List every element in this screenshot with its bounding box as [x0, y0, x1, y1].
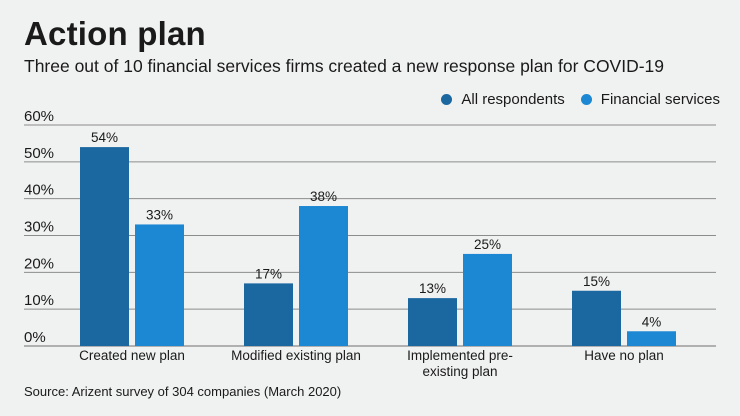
- source-note: Source: Arizent survey of 304 companies …: [24, 384, 342, 399]
- category-label: Implemented pre-: [407, 348, 513, 363]
- y-tick-label: 60%: [24, 108, 54, 125]
- category-label: existing plan: [422, 364, 497, 379]
- data-label: 25%: [474, 237, 501, 252]
- y-tick-label: 20%: [24, 255, 54, 272]
- data-label: 33%: [146, 207, 173, 222]
- bar: [627, 331, 676, 346]
- legend-label-all-respondents: All respondents: [461, 91, 565, 108]
- data-label: 4%: [642, 314, 662, 329]
- y-tick-label: 10%: [24, 292, 54, 309]
- bar: [244, 283, 293, 346]
- bar: [135, 224, 184, 346]
- bar: [463, 253, 512, 346]
- data-label: 54%: [91, 130, 118, 145]
- bar: [572, 290, 621, 346]
- legend-item-financial-services: Financial services: [580, 91, 720, 108]
- data-label: 15%: [583, 274, 610, 289]
- y-tick-label: 40%: [24, 182, 54, 199]
- legend: All respondents Financial services: [425, 91, 720, 108]
- category-label: Have no plan: [584, 348, 664, 363]
- legend-marker-financial-services: [580, 94, 592, 105]
- legend-item-all-respondents: All respondents: [441, 91, 565, 108]
- bar: [408, 298, 457, 346]
- bar: [299, 206, 348, 346]
- chart-subtitle: Three out of 10 financial services firms…: [24, 56, 665, 76]
- data-label: 17%: [255, 266, 282, 281]
- category-label: Modified existing plan: [231, 348, 361, 363]
- legend-marker-all-respondents: [441, 94, 453, 105]
- data-label: 38%: [310, 189, 337, 204]
- data-label: 13%: [419, 281, 446, 296]
- legend-label-financial-services: Financial services: [600, 91, 720, 108]
- bar: [80, 147, 129, 346]
- y-tick-label: 50%: [24, 145, 54, 162]
- y-tick-label: 30%: [24, 219, 54, 236]
- chart-title: Action plan: [24, 15, 206, 52]
- category-label: Created new plan: [79, 348, 185, 363]
- y-tick-label: 0%: [24, 329, 46, 346]
